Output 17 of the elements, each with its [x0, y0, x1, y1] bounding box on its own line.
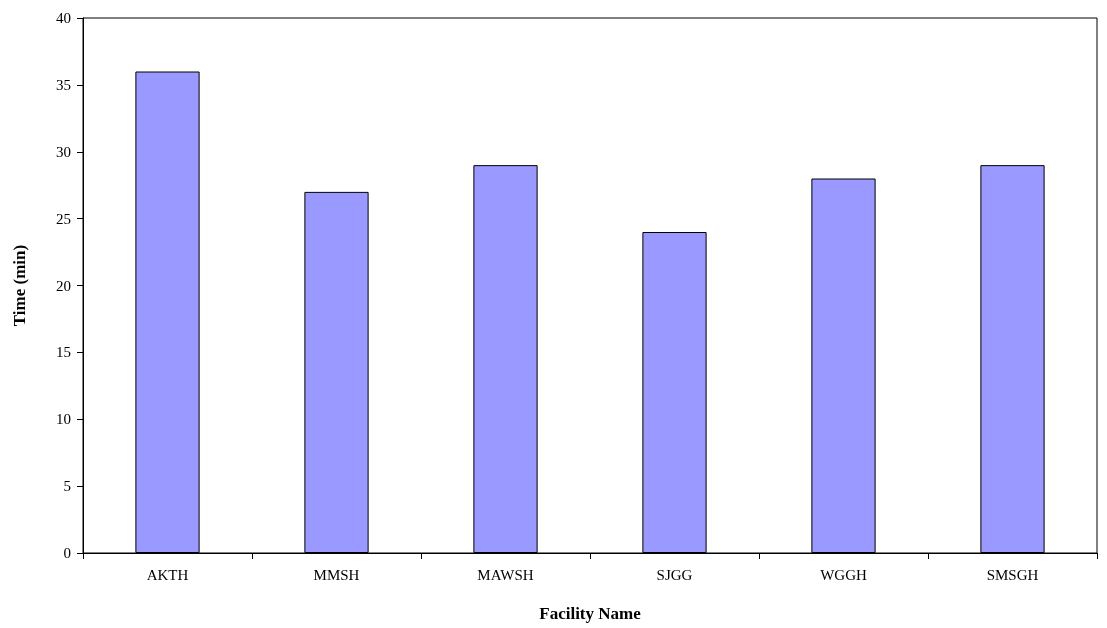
y-tick-label: 5	[63, 478, 71, 495]
x-tick-label: WGGH	[820, 566, 867, 583]
x-tick-label: SMSGH	[986, 566, 1039, 583]
y-tick-label: 35	[56, 76, 71, 93]
x-tick-label: AKTH	[146, 566, 189, 583]
y-tick-label: 25	[56, 210, 71, 227]
y-tick-label: 0	[63, 545, 71, 561]
y-tick-label: 20	[56, 277, 71, 294]
x-tick-label: MAWSH	[477, 566, 534, 583]
y-tick-label: 15	[56, 344, 71, 361]
x-tick-label: SJGG	[656, 566, 693, 583]
y-tick-label: 10	[56, 411, 71, 428]
y-tick-label: 30	[56, 143, 71, 160]
y-tick-label: 40	[56, 10, 71, 26]
y-axis-title: Time (min)	[10, 244, 29, 327]
x-axis-title: Facility Name	[539, 604, 642, 623]
x-tick-label: MMSH	[313, 566, 360, 583]
